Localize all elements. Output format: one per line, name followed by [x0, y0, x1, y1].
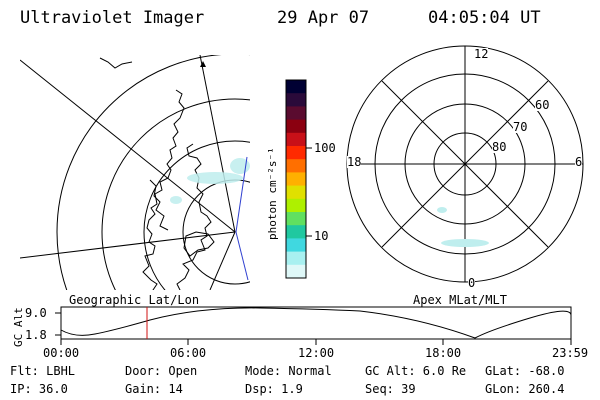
- left-map-caption: Geographic Lat/Lon: [69, 293, 200, 307]
- aurora-patch: [441, 239, 489, 247]
- colorbar-segment: [286, 80, 306, 94]
- aurora-patch: [187, 172, 243, 184]
- door-info: Door: Open: [125, 364, 198, 378]
- colorbar-segment: [286, 225, 306, 239]
- aurora-patch: [230, 158, 250, 174]
- orbit-xtick: 00:00: [43, 346, 80, 360]
- colorbar-segment: [286, 93, 306, 107]
- latitude-arc: [56, 55, 250, 290]
- colorbar-segment: [286, 238, 306, 253]
- colorbar-segment: [286, 146, 306, 160]
- orbit-xtick: 12:00: [298, 346, 335, 360]
- coastline: [99, 57, 133, 69]
- colorbar-segment: [286, 119, 306, 134]
- gc-alt-info: GC Alt: 6.0 Re: [365, 364, 467, 378]
- colorbar-unit-label: photon cm⁻²s⁻¹: [266, 147, 279, 240]
- colorbar-segment: [286, 251, 306, 266]
- meridian-line: [20, 231, 236, 259]
- mode-info: Mode: Normal: [245, 364, 332, 378]
- colorbar-segment: [286, 264, 306, 279]
- mlat-label-80: 80: [492, 140, 507, 154]
- orbit-xtick: 18:00: [425, 346, 462, 360]
- colorbar-segment: [286, 106, 306, 121]
- north-marker-icon: [200, 61, 206, 67]
- mlt-label-12: 12: [474, 47, 489, 61]
- orbit-ytick: 9.0: [25, 306, 47, 320]
- altitude-curve: [60, 307, 572, 339]
- colorbar-tick-label: 100: [314, 141, 336, 155]
- glon-info: GLon: 260.4: [485, 382, 565, 396]
- orbit-xtick: 06:00: [170, 346, 207, 360]
- mlt-line: [381, 80, 549, 248]
- instrument-title: Ultraviolet Imager: [20, 8, 205, 28]
- mlat-circle: [346, 45, 584, 283]
- mlt-line: [381, 80, 549, 248]
- colorbar-segment: [286, 198, 306, 213]
- time-label: 04:05:04 UT: [428, 8, 541, 28]
- meridian-line: [199, 55, 236, 233]
- gain-info: Gain: 14: [125, 382, 183, 396]
- mlt-label-0: 0: [468, 276, 476, 290]
- colorbar-segment: [286, 132, 306, 147]
- colorbar-segment: [286, 159, 306, 173]
- mlat-label-70: 70: [513, 120, 528, 134]
- mlat-circle: [433, 132, 497, 196]
- colorbar-tick-label: 10: [314, 229, 329, 243]
- colorbar-segment: [286, 212, 306, 226]
- filter-info: Flt: LBHL: [10, 364, 76, 378]
- orbit-ylabel: GC Alt: [12, 307, 25, 347]
- colorbar-segment: [286, 185, 306, 200]
- meridian-line: [209, 231, 236, 290]
- aurora-patch: [170, 196, 182, 204]
- coastline: [183, 231, 215, 257]
- meridian-line: [20, 59, 236, 233]
- mlt-label-6: 6: [575, 155, 583, 169]
- date-label: 29 Apr 07: [277, 8, 370, 28]
- glat-info: GLat: -68.0: [485, 364, 565, 378]
- coastline: [149, 179, 169, 231]
- ip-info: IP: 36.0: [10, 382, 68, 396]
- mlat-circle: [374, 73, 556, 255]
- ground-track: [235, 231, 249, 281]
- orbit-ytick: 1.8: [25, 328, 47, 342]
- mlat-label-60: 60: [535, 98, 550, 112]
- right-map-caption: Apex MLat/MLT: [413, 293, 507, 307]
- dsp-info: Dsp: 1.9: [245, 382, 303, 396]
- mlt-label-18: 18: [347, 155, 362, 169]
- mlat-circle: [404, 103, 526, 225]
- seq-info: Seq: 39: [365, 382, 416, 396]
- ground-track: [235, 156, 248, 233]
- coastline: [142, 89, 212, 290]
- orbit-xtick: 23:59: [552, 346, 589, 360]
- aurora-patch: [437, 207, 447, 213]
- colorbar-segment: [286, 172, 306, 187]
